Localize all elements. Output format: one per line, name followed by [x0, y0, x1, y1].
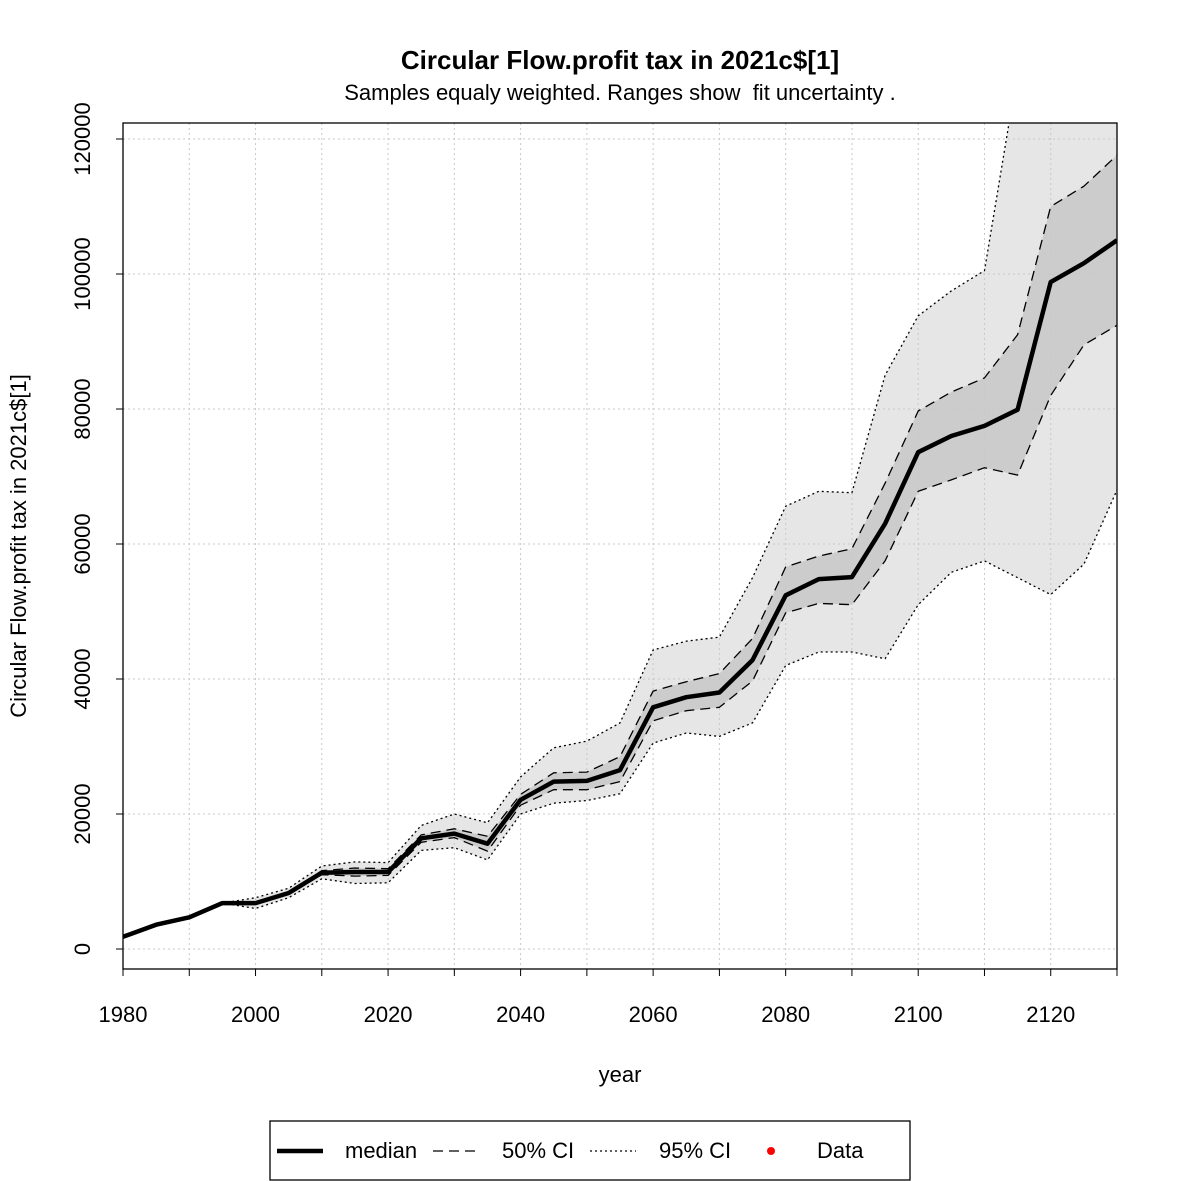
chart-subtitle: Samples equaly weighted. Ranges show fit… [344, 80, 896, 105]
legend-label: 50% CI [502, 1138, 574, 1163]
x-axis-label: year [599, 1062, 642, 1087]
y-tick-label: 0 [70, 943, 95, 955]
legend-label: Data [817, 1138, 864, 1163]
ci-line [123, 489, 1117, 938]
y-tick-label: 100000 [70, 237, 95, 310]
y-tick-label: 60000 [70, 513, 95, 574]
bands [123, 123, 1117, 937]
legend-label: median [345, 1138, 417, 1163]
legend-symbol [767, 1147, 775, 1155]
chart-title: Circular Flow.profit tax in 2021c$[1] [401, 45, 839, 75]
lines [123, 123, 1117, 939]
x-tick-label: 2080 [761, 1002, 810, 1027]
median-line [123, 238, 1117, 939]
legend-label: 95% CI [659, 1138, 731, 1163]
ci-line [123, 324, 1117, 938]
x-tick-label: 2100 [894, 1002, 943, 1027]
ci-band [123, 155, 1117, 937]
x-tick-label: 2000 [231, 1002, 280, 1027]
y-axis-label: Circular Flow.profit tax in 2021c$[1] [6, 374, 31, 718]
x-tick-label: 2020 [364, 1002, 413, 1027]
y-tick-label: 120000 [70, 102, 95, 175]
x-tick-label: 1980 [99, 1002, 148, 1027]
x-tick-label: 2120 [1026, 1002, 1075, 1027]
y-tick-label: 80000 [70, 378, 95, 439]
legend: median 50% CI 95% CI Data [277, 1138, 864, 1163]
y-tick-label: 20000 [70, 783, 95, 844]
x-tick-label: 2060 [629, 1002, 678, 1027]
ci-line [123, 123, 1010, 938]
plot-frame [122, 122, 1118, 970]
axes: 0 20000 40000 60000 80000 100000 120000 1980 200… [70, 102, 1118, 1027]
y-tick-label: 40000 [70, 648, 95, 709]
x-tick-label: 2040 [496, 1002, 545, 1027]
